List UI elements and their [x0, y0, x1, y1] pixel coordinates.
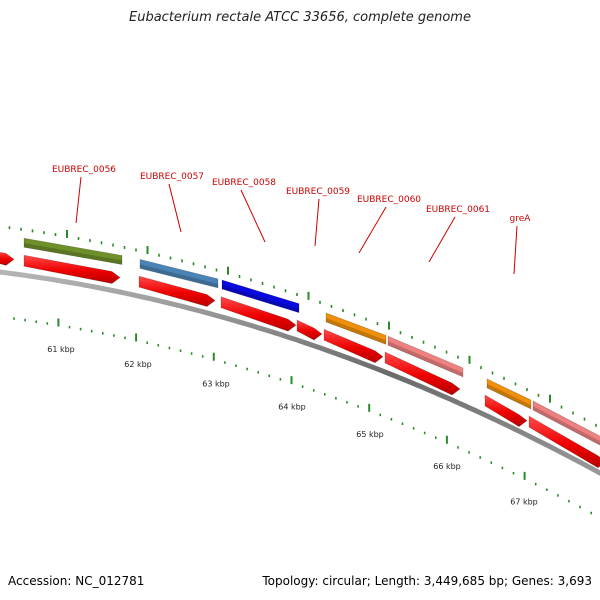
genome-backbone: [0, 269, 600, 476]
gene-bar-shade: [326, 317, 386, 345]
gene-label: EUBREC_0057: [140, 172, 204, 182]
gene-bar: [139, 258, 219, 289]
gene-label: EUBREC_0059: [286, 187, 350, 197]
gene-label: EUBREC_0061: [426, 205, 490, 215]
gene-label: greA: [510, 214, 532, 224]
leader-line: [358, 206, 387, 254]
cds-arrow: [296, 319, 323, 341]
cds-arrow: [138, 275, 216, 307]
gene-bar: [325, 312, 387, 345]
gene-label: EUBREC_0056: [52, 165, 116, 175]
gene-bar-shade: [487, 383, 531, 410]
gene-bar: [387, 335, 464, 378]
leader-line: [168, 183, 182, 233]
gene-bar-shade: [222, 284, 299, 313]
gene-bar: [221, 279, 300, 314]
gene-bar-shade: [533, 406, 600, 446]
kbp-label: 61 kbp: [47, 345, 75, 354]
backbone-line: [0, 269, 600, 476]
gene-labels: EUBREC_0056 EUBREC_0057 EUBREC_0058 EUBREC_…: [52, 165, 531, 224]
kbp-scale: 61 kbp 62 kbp 63 kbp 64 kbp 65 kbp 66 kbp 67 k…: [13, 317, 593, 515]
genome-title: Eubacterium rectale ATCC 33656, complete…: [129, 10, 471, 25]
cds-features: [0, 251, 600, 469]
gene-bar: [532, 400, 600, 446]
leader-line: [513, 225, 518, 275]
genome-summary-text: Topology: circular; Length: 3,449,685 bp…: [262, 574, 592, 588]
cds-arrow: [528, 415, 600, 469]
kbp-label: 62 kbp: [124, 360, 152, 369]
upper-tick-marks: [8, 226, 597, 427]
accession-text: Accession: NC_012781: [8, 574, 145, 588]
kbp-label: 64 kbp: [278, 402, 306, 411]
label-leader-lines: [75, 176, 518, 275]
cds-arrow: [23, 254, 121, 284]
leader-line: [314, 198, 320, 247]
cds-arrow: [384, 351, 461, 396]
kbp-label: 65 kbp: [356, 430, 384, 439]
cds-arrow: [220, 296, 297, 332]
leader-line: [240, 189, 266, 243]
gene-bar-shade: [24, 243, 122, 265]
gene-features: [23, 237, 600, 446]
gene-label: EUBREC_0058: [212, 178, 276, 188]
leader-line: [75, 176, 82, 224]
cds-arrow: [484, 394, 528, 427]
gene-bar-shade: [140, 264, 218, 288]
leader-line: [428, 216, 456, 263]
cds-arrow: [323, 328, 384, 364]
kbp-label: 66 kbp: [433, 462, 461, 471]
cds-arrow: [0, 251, 15, 266]
kbp-label: 63 kbp: [202, 379, 230, 388]
kbp-label: 67 kbp: [510, 498, 538, 507]
gene-bar: [23, 237, 123, 265]
gene-bar: [486, 378, 532, 410]
gene-label: EUBREC_0060: [357, 195, 421, 205]
gene-bar-shade: [388, 341, 463, 377]
